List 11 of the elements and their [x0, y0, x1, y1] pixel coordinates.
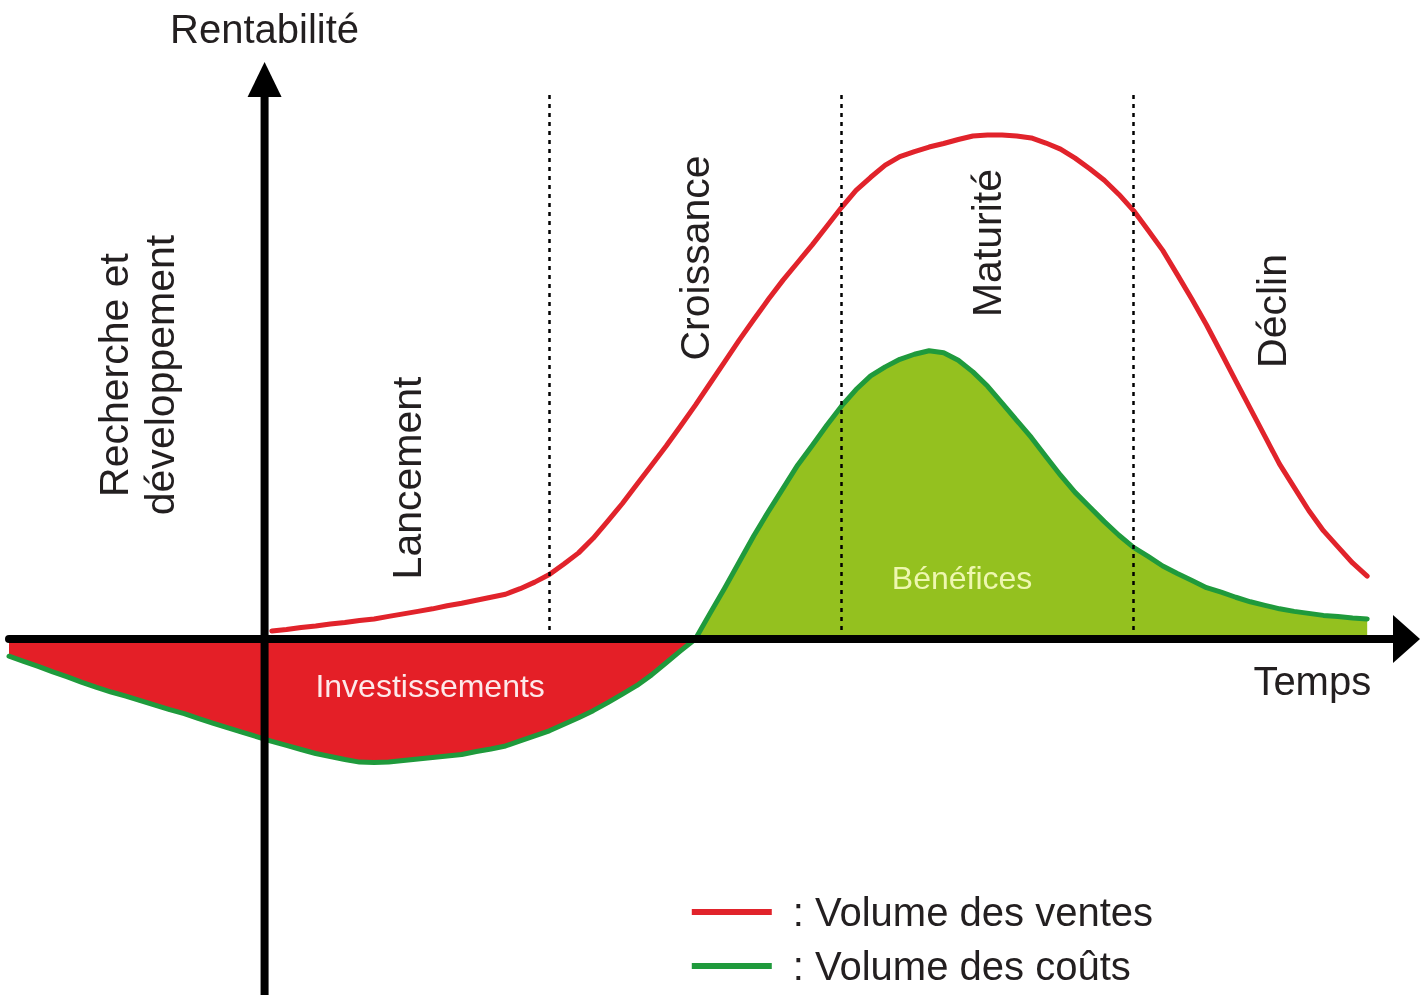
annotation: Déclin [1249, 254, 1296, 368]
annotation: Lancement [383, 375, 430, 580]
annotation: Croissance [672, 155, 719, 361]
annotation: Recherche et développement [90, 234, 183, 516]
legend-label: : Volume des coûts [792, 944, 1131, 988]
series-label: Bénéfices [891, 560, 1033, 597]
y-axis-title: Rentabilité [170, 7, 360, 51]
annotation: Maturité [964, 168, 1011, 318]
series-label: Investissements [315, 668, 545, 705]
legend-label: : Volume des ventes [792, 890, 1153, 934]
x-axis-title: Temps [1253, 659, 1372, 704]
